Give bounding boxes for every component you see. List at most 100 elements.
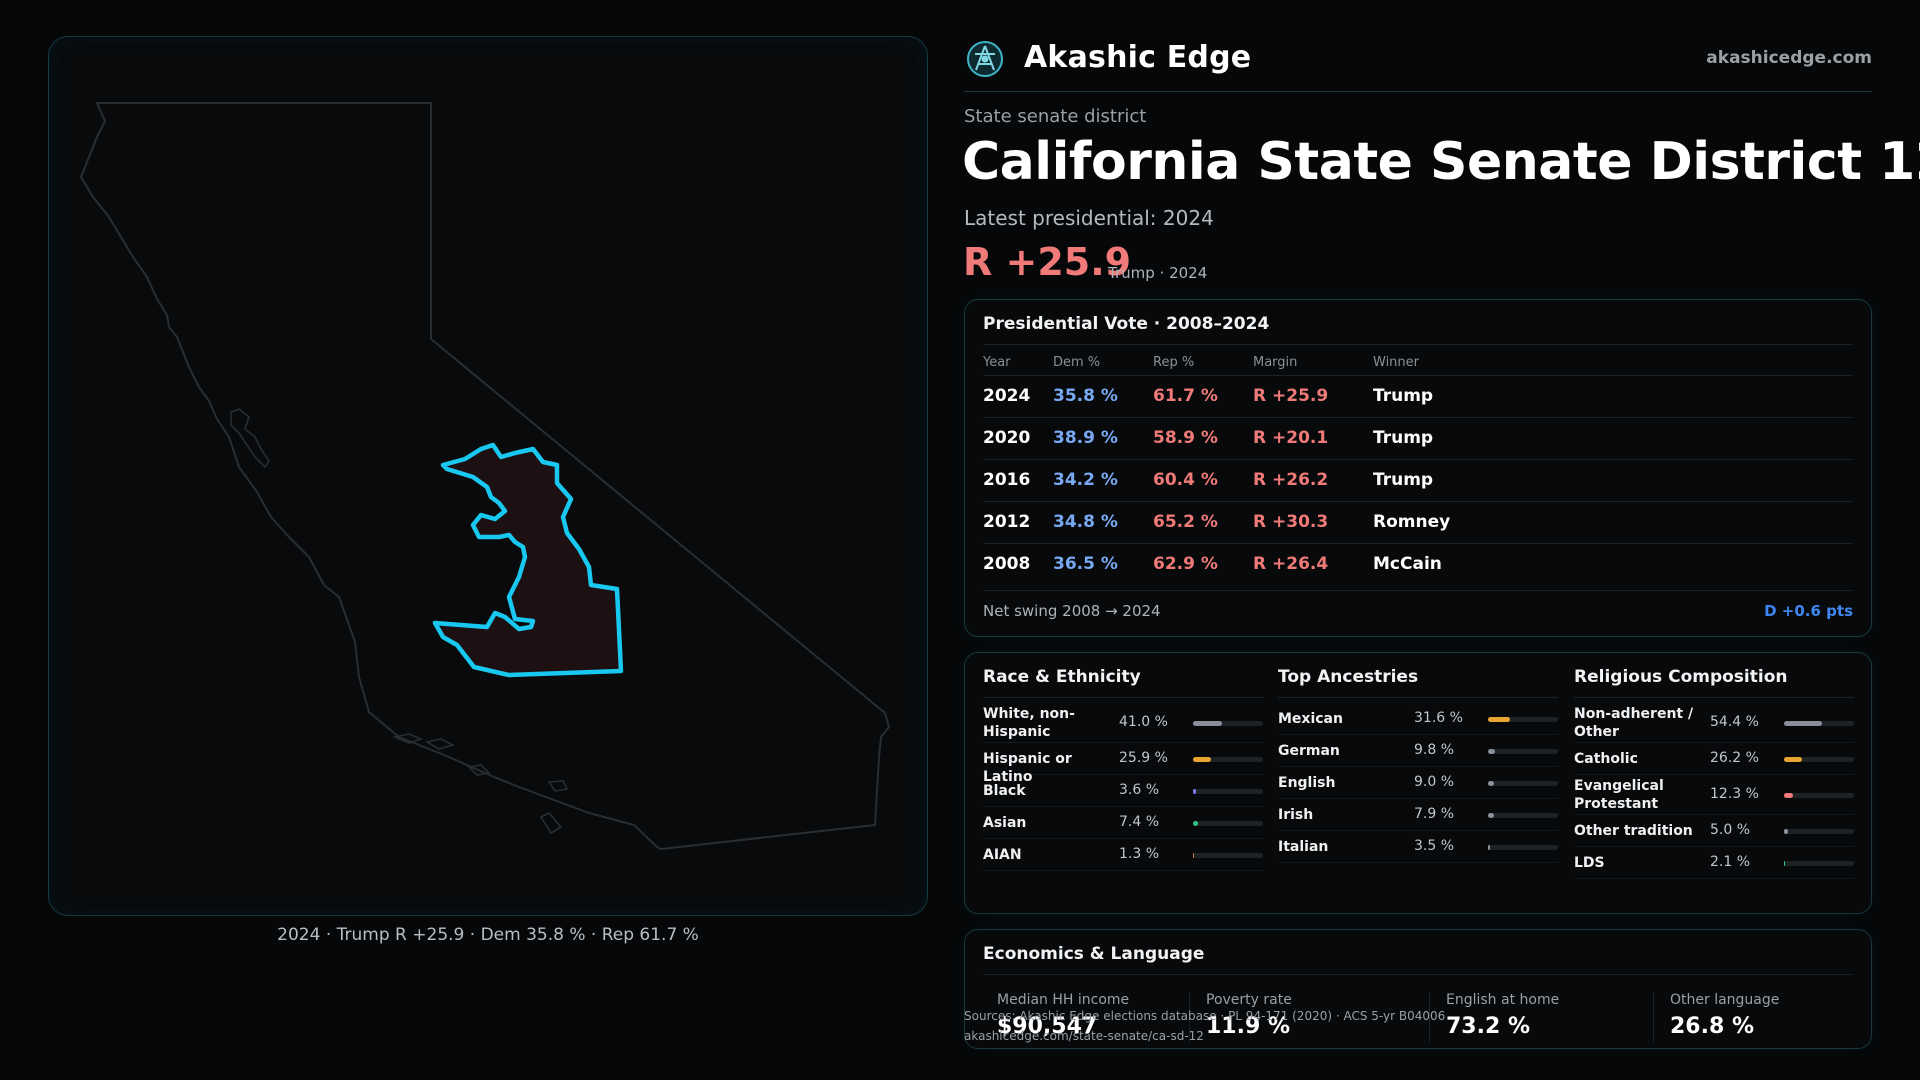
row-margin: R +25.9 [1253, 386, 1329, 406]
california-outline [80, 102, 890, 850]
sources-text: Sources: Akashic Edge elections database… [964, 1009, 1446, 1023]
stat-label: Median HH income [997, 992, 1130, 1008]
religion-bar-fill [1784, 829, 1788, 834]
table-row[interactable]: 2012 34.8 % 65.2 % R +30.3 Romney [983, 501, 1853, 543]
district-map-panel[interactable] [48, 36, 928, 916]
ancestry-bar-track [1488, 845, 1558, 850]
brand-name[interactable]: Akashic Edge [1024, 40, 1252, 75]
row-dem: 38.9 % [1053, 428, 1118, 448]
brand-header: Akashic Edge akashicedge.com [964, 36, 1872, 92]
race-ethnicity-bar-track [1193, 721, 1263, 726]
ancestry-row: Mexican 31.6 % [1278, 703, 1558, 735]
religion-row: Other tradition 5.0 % [1574, 815, 1854, 847]
ancestry-bar-fill [1488, 717, 1511, 722]
channel-island-2 [424, 738, 456, 750]
stat-poverty-rate: Poverty rate 11.9 % [1189, 992, 1399, 1042]
religion-label: Non-adherent / Other [1574, 706, 1694, 740]
religion-row: Catholic 26.2 % [1574, 743, 1854, 775]
ancestry-bar-track [1488, 717, 1558, 722]
table-row[interactable]: 2008 36.5 % 62.9 % R +26.4 McCain [983, 543, 1853, 585]
row-dem: 36.5 % [1053, 554, 1118, 574]
race-ethnicity-bar-track [1193, 821, 1263, 826]
religion-bar-track [1784, 829, 1854, 834]
row-winner: Trump [1373, 428, 1434, 448]
religion-bar-fill [1784, 861, 1786, 866]
channel-island-1 [392, 733, 424, 744]
ancestry-value: 3.5 % [1414, 838, 1455, 854]
race-ethnicity-label: White, non-Hispanic [983, 706, 1075, 740]
latest-margin-subtitle: Trump · 2024 [1108, 264, 1208, 282]
brand-url-link[interactable]: akashicedge.com [1706, 48, 1872, 68]
stat-label: Poverty rate [1206, 992, 1292, 1008]
religion-value: 54.4 % [1710, 714, 1759, 730]
stat-value: 73.2 % [1446, 1014, 1530, 1039]
race-ethnicity-row: Black 3.6 % [983, 775, 1263, 807]
race-ethnicity-value: 3.6 % [1119, 782, 1160, 798]
economics-language-title: Economics & Language [983, 944, 1205, 964]
religious-composition-title: Religious Composition [1574, 667, 1788, 687]
table-row[interactable]: 2024 35.8 % 61.7 % R +25.9 Trump [983, 375, 1853, 417]
net-swing-row: Net swing 2008 → 2024 D +0.6 pts [983, 590, 1853, 630]
race-ethnicity-row: Hispanic or Latino 25.9 % [983, 743, 1263, 785]
religion-label: Other tradition [1574, 823, 1693, 839]
race-ethnicity-value: 1.3 % [1119, 846, 1160, 862]
table-row[interactable]: 2020 38.9 % 58.9 % R +20.1 Trump [983, 417, 1853, 459]
religion-bar-fill [1784, 757, 1803, 762]
row-year: 2024 [983, 386, 1031, 406]
source-url-link[interactable]: akashicedge.com/state-senate/ca-sd-12 [964, 1029, 1204, 1043]
race-ethnicity-bar-track [1193, 757, 1263, 762]
ancestry-row: German 9.8 % [1278, 735, 1558, 767]
column-header-rep: Rep % [1153, 355, 1195, 370]
race-ethnicity-bar-fill [1193, 757, 1212, 762]
religion-value: 5.0 % [1710, 822, 1751, 838]
ancestry-label: German [1278, 743, 1340, 759]
divider [983, 344, 1853, 345]
race-ethnicity-row: White, non-Hispanic 41.0 % [983, 703, 1263, 743]
row-year: 2020 [983, 428, 1031, 448]
ancestry-value: 9.8 % [1414, 742, 1455, 758]
district-12-shape[interactable] [432, 442, 624, 678]
ancestry-bar-fill [1488, 781, 1495, 786]
religion-row: LDS 2.1 % [1574, 847, 1854, 879]
column-header-margin: Margin [1253, 355, 1298, 370]
top-ancestries-panel: Top Ancestries Mexican 31.6 % German 9.8 % E… [1278, 653, 1558, 913]
race-ethnicity-bar-fill [1193, 821, 1199, 826]
ancestry-bar-fill [1488, 749, 1495, 754]
race-ethnicity-panel: Race & Ethnicity White, non-Hispanic 41.0… [983, 653, 1263, 913]
religion-bar-track [1784, 793, 1854, 798]
row-dem: 34.2 % [1053, 470, 1118, 490]
column-header-year: Year [983, 355, 1011, 370]
religion-label: Evangelical Protestant [1574, 778, 1664, 812]
race-ethnicity-label: AIAN [983, 847, 1022, 863]
ancestry-label: English [1278, 775, 1336, 791]
akashic-edge-logo-icon[interactable] [966, 40, 1004, 78]
stat-value: $90,547 [997, 1014, 1098, 1039]
ancestry-row: Italian 3.5 % [1278, 831, 1558, 863]
latest-margin-value: R +25.9 [963, 240, 1132, 284]
ancestry-value: 31.6 % [1414, 710, 1463, 726]
net-swing-value: D +0.6 pts [1764, 602, 1853, 620]
race-ethnicity-value: 41.0 % [1119, 714, 1168, 730]
race-ethnicity-label: Asian [983, 815, 1027, 831]
column-header-winner: Winner [1373, 355, 1420, 370]
religion-bar-fill [1784, 721, 1823, 726]
table-row[interactable]: 2016 34.2 % 60.4 % R +26.2 Trump [983, 459, 1853, 501]
ancestry-bar-track [1488, 813, 1558, 818]
religion-label: Catholic [1574, 751, 1638, 767]
row-winner: Romney [1373, 512, 1451, 532]
row-rep: 62.9 % [1153, 554, 1218, 574]
presidential-vote-card: Presidential Vote · 2008–2024 Year Dem %… [964, 299, 1872, 637]
stat-label: English at home [1446, 992, 1560, 1008]
divider [1574, 697, 1854, 698]
race-ethnicity-label: Black [983, 783, 1026, 799]
row-rep: 61.7 % [1153, 386, 1218, 406]
stat-label: Other language [1670, 992, 1780, 1008]
ancestry-label: Italian [1278, 839, 1329, 855]
page-title: California State Senate District 12 [962, 132, 1920, 192]
net-swing-label: Net swing 2008 → 2024 [983, 602, 1161, 620]
table-header: Year Dem % Rep % Margin Winner [983, 350, 1853, 374]
row-rep: 58.9 % [1153, 428, 1218, 448]
latest-presidential-label: Latest presidential: 2024 [964, 206, 1214, 230]
religion-value: 26.2 % [1710, 750, 1759, 766]
religion-bar-fill [1784, 793, 1793, 798]
